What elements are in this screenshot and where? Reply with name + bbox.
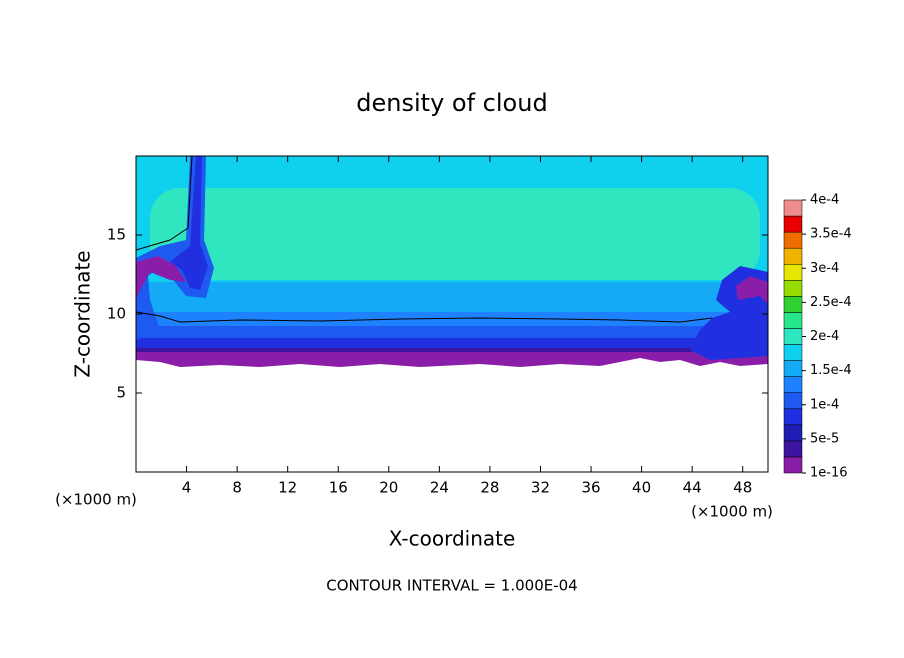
x-tick-label: 32 [531,479,550,497]
x-tick-label: 48 [733,479,752,497]
colorbar-label: 1e-16 [810,466,848,481]
colorbar-swatch [783,247,803,265]
field-plume [136,256,186,300]
colorbar-swatch [783,360,803,377]
colorbar-swatch [783,424,803,442]
colorbar-label: 5e-5 [810,431,839,446]
colorbar-swatch [783,296,803,313]
x-tick-label: 4 [182,479,192,497]
x-unit-label: (×1000 m) [55,491,137,509]
y-axis-label: Z-coordinate [71,250,95,377]
chart-title: density of cloud [356,89,547,117]
colorbar-swatch [783,456,803,474]
colorbar-swatch [783,199,803,217]
colorbar-swatch [783,392,803,410]
colorbar-swatch [783,280,803,297]
colorbar-label: 4e-4 [810,193,839,208]
y-tick-label: 10 [107,305,126,323]
colorbar-label: 1.5e-4 [810,363,852,378]
colorbar-swatch [783,440,803,458]
x-tick-label: 24 [430,479,449,497]
field-plume [170,156,208,290]
footer-note: CONTOUR INTERVAL = 1.000E-04 [326,577,577,595]
x-axis-label: X-coordinate [389,527,516,551]
contour-line [135,155,193,251]
y-tick-label: 15 [107,226,126,244]
colorbar-swatch [783,312,803,329]
field-band [136,352,768,367]
colorbar-label: 3e-4 [810,261,839,276]
field-plume [736,276,768,304]
colorbar-label: 2e-4 [810,329,839,344]
x-tick-label: 36 [581,479,600,497]
colorbar-label: 1e-4 [810,397,839,412]
field-band [136,338,768,348]
y-tick-label: 5 [116,384,126,402]
x-tick-label: 28 [480,479,499,497]
field-band [136,312,768,326]
colorbar-swatch [783,408,803,426]
field-band [150,188,760,280]
colorbar-swatch [783,376,803,393]
field-band [136,326,768,338]
contour-field [135,155,768,367]
x-tick-label: 44 [683,479,702,497]
colorbar-swatch [783,263,803,281]
x-tick-label: 8 [232,479,242,497]
x-tick-label: 12 [278,479,297,497]
x-tick-label: 16 [329,479,348,497]
x-tick-label: 40 [632,479,651,497]
colorbar-label: 3.5e-4 [810,227,852,242]
colorbar-swatch [783,231,803,249]
field-band [136,282,768,312]
x-tick-label: 20 [379,479,398,497]
colorbar-swatch [783,328,803,345]
colorbar-swatch [783,215,803,233]
colorbar-label: 2.5e-4 [810,295,852,310]
x-unit-label: (×1000 m) [691,503,773,521]
contour-line [135,311,713,323]
colorbar-swatch [783,344,803,361]
